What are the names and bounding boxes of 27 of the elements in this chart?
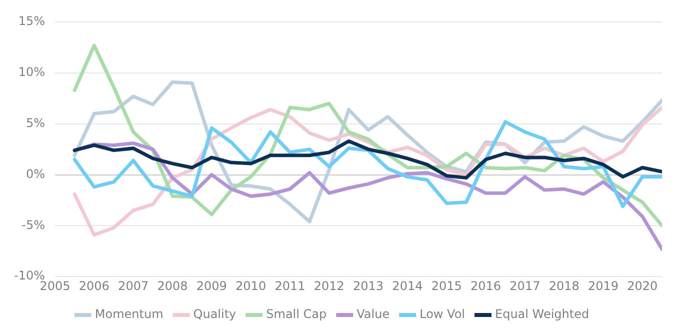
x-tick-label: 2016 [470,278,502,293]
legend-label: Low Vol [420,307,465,322]
y-tick-label: 5% [26,116,45,130]
x-tick-label: 2020 [627,278,658,293]
y-tick-label: -5% [22,218,45,232]
x-tick-label: 2009 [196,278,227,293]
x-tick-label: 2019 [588,278,619,293]
legend-label: Equal Weighted [494,307,590,322]
x-tick-label: 2014 [392,278,423,293]
x-tick-label: 2017 [510,278,540,293]
y-tick-label: 10% [18,65,45,80]
x-tick-label: 2013 [353,278,384,293]
x-tick-label: 2006 [78,278,110,293]
x-tick-label: 2008 [157,278,188,293]
legend-label: Value [356,307,390,322]
y-tick-label: 15% [18,14,45,28]
y-tick-label: 0% [26,166,45,181]
legend-label: Quality [193,307,236,322]
x-tick-label: 2007 [118,278,149,293]
x-tick-label: 2012 [314,278,344,293]
x-tick-label: 2010 [236,278,266,293]
x-tick-label: 2018 [548,278,580,293]
legend-label: Momentum [94,307,164,322]
x-tick-label: 2005 [40,278,70,293]
x-tick-label: 2015 [431,278,462,293]
legend-label: Small Cap [266,307,327,322]
x-tick-label: 2011 [274,278,306,293]
